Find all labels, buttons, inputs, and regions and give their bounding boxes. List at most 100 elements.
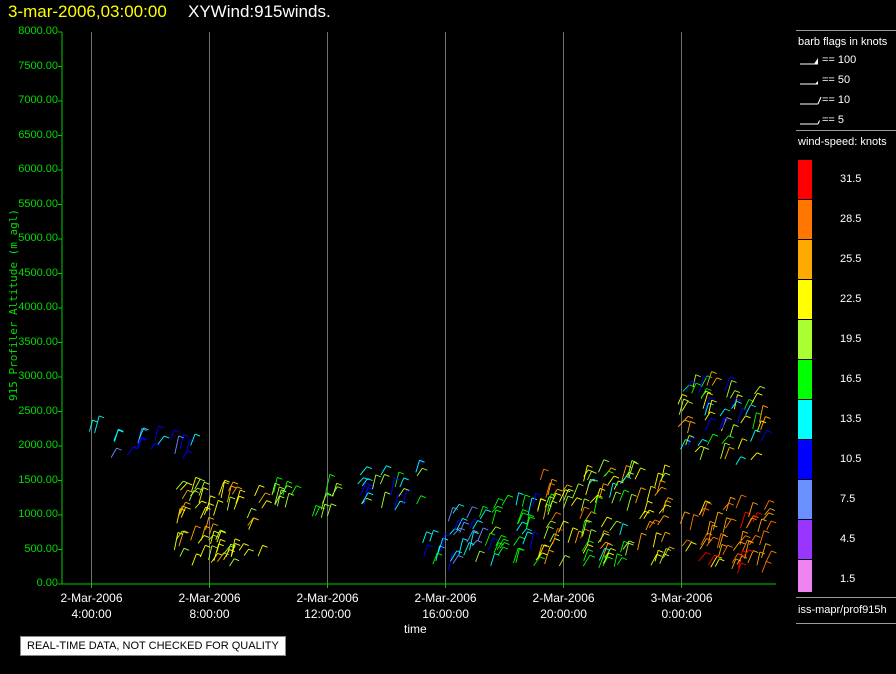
wind-barb bbox=[191, 553, 202, 566]
wind-barb bbox=[522, 531, 533, 545]
wind-barb bbox=[619, 489, 630, 502]
wind-barb bbox=[208, 545, 218, 561]
wind-barb bbox=[552, 528, 563, 545]
wind-barb bbox=[194, 500, 207, 509]
wind-barb bbox=[735, 494, 747, 509]
wind-barb bbox=[233, 495, 245, 510]
wind-barb bbox=[654, 486, 667, 496]
wind-barb bbox=[537, 498, 547, 511]
color-bin-25-5 bbox=[798, 240, 812, 279]
wind-barb bbox=[174, 435, 184, 454]
wind-barb bbox=[490, 552, 500, 566]
wind-barb bbox=[700, 388, 712, 400]
x-tick-label: 2-Mar-2006 16:00:00 bbox=[401, 590, 491, 622]
wind-barb bbox=[745, 404, 756, 416]
wind-barb bbox=[700, 532, 713, 545]
wind-barb bbox=[194, 478, 206, 490]
wind-barb bbox=[687, 436, 697, 448]
wind-barb bbox=[216, 539, 226, 552]
barb-pennant-icon bbox=[800, 58, 818, 65]
wind-barb bbox=[498, 546, 509, 555]
wind-barb bbox=[190, 525, 201, 541]
y-tick-label: 0.00 bbox=[36, 577, 58, 589]
wind-barb bbox=[599, 483, 609, 498]
wind-speed-color-bar bbox=[798, 160, 812, 592]
wind-barb bbox=[635, 487, 646, 504]
wind-barb bbox=[372, 474, 381, 490]
wind-barb bbox=[765, 550, 777, 563]
wind-barb bbox=[325, 474, 336, 493]
wind-barb bbox=[719, 408, 731, 417]
wind-barb bbox=[178, 530, 189, 547]
color-bin-4-5 bbox=[798, 520, 812, 559]
wind-barb bbox=[254, 484, 265, 497]
y-axis-ticks bbox=[58, 31, 62, 585]
wind-barb bbox=[756, 551, 766, 566]
wind-barb bbox=[740, 415, 751, 424]
wind-barb bbox=[545, 482, 555, 498]
y-tick-label: 3500.00 bbox=[18, 335, 58, 348]
color-bin-label: 28.5 bbox=[840, 213, 862, 225]
wind-barb bbox=[570, 497, 583, 507]
wind-barb bbox=[466, 506, 478, 519]
wind-barb bbox=[622, 540, 635, 550]
wind-barb bbox=[701, 501, 713, 517]
wind-barb bbox=[634, 467, 646, 480]
wind-barb bbox=[179, 501, 191, 515]
wind-barb bbox=[198, 487, 209, 504]
wind-barb bbox=[681, 401, 693, 412]
wind-barb bbox=[363, 487, 373, 506]
wind-barb bbox=[200, 506, 211, 519]
wind-barb bbox=[415, 459, 425, 473]
wind-barb bbox=[613, 553, 623, 567]
wind-barb bbox=[731, 398, 741, 409]
wind-barb bbox=[495, 535, 507, 547]
wind-barb bbox=[656, 480, 666, 493]
wind-barb bbox=[708, 554, 720, 566]
wind-barb bbox=[583, 549, 594, 562]
wind-barb bbox=[469, 531, 479, 551]
y-tick-label: 4500.00 bbox=[18, 266, 58, 279]
color-bin-label: 22.5 bbox=[840, 293, 862, 305]
wind-barb bbox=[491, 509, 502, 525]
wind-barb bbox=[708, 524, 718, 543]
wind-barb bbox=[558, 555, 571, 567]
wind-barb bbox=[326, 503, 337, 517]
wind-barb bbox=[114, 428, 124, 442]
wind-barb bbox=[271, 482, 281, 496]
wind-barb bbox=[512, 547, 524, 564]
barb-legend-title: barb flags in knots bbox=[798, 36, 888, 48]
wind-barb bbox=[422, 531, 432, 544]
wind-barb bbox=[235, 489, 246, 504]
wind-barb bbox=[574, 530, 585, 544]
wind-barb bbox=[282, 480, 293, 496]
color-bin-label: 10.5 bbox=[840, 453, 862, 465]
wind-barb bbox=[513, 536, 525, 546]
legend-divider-bottom bbox=[796, 597, 896, 598]
wind-barb bbox=[429, 529, 439, 542]
wind-barb bbox=[179, 434, 189, 449]
barb-legend-row: == 50 bbox=[798, 74, 896, 88]
color-bin-7-5 bbox=[798, 480, 812, 519]
wind-barb bbox=[186, 439, 195, 453]
wind-barb bbox=[479, 505, 489, 517]
wind-barb bbox=[699, 500, 711, 516]
wind-barb bbox=[390, 477, 400, 496]
wind-barb bbox=[88, 419, 98, 432]
wind-barb bbox=[746, 515, 759, 528]
wind-barb bbox=[699, 446, 710, 461]
y-axis-label: 915 Profiler Altitude (m agl) bbox=[7, 208, 20, 402]
x-tick-time: 8:00:00 bbox=[189, 607, 230, 621]
wind-barb bbox=[731, 558, 742, 570]
wind-barb bbox=[585, 478, 596, 496]
wind-barb bbox=[721, 435, 734, 444]
wind-barb bbox=[702, 392, 713, 409]
wind-barb bbox=[154, 425, 164, 440]
wind-barb bbox=[527, 497, 538, 516]
wind-barb bbox=[581, 540, 594, 552]
wind-barb bbox=[394, 471, 405, 488]
wind-barb bbox=[759, 405, 769, 423]
y-tick-label: 8000.00 bbox=[18, 25, 58, 37]
color-bin-label: 16.5 bbox=[840, 373, 862, 385]
wind-barb bbox=[529, 531, 540, 549]
